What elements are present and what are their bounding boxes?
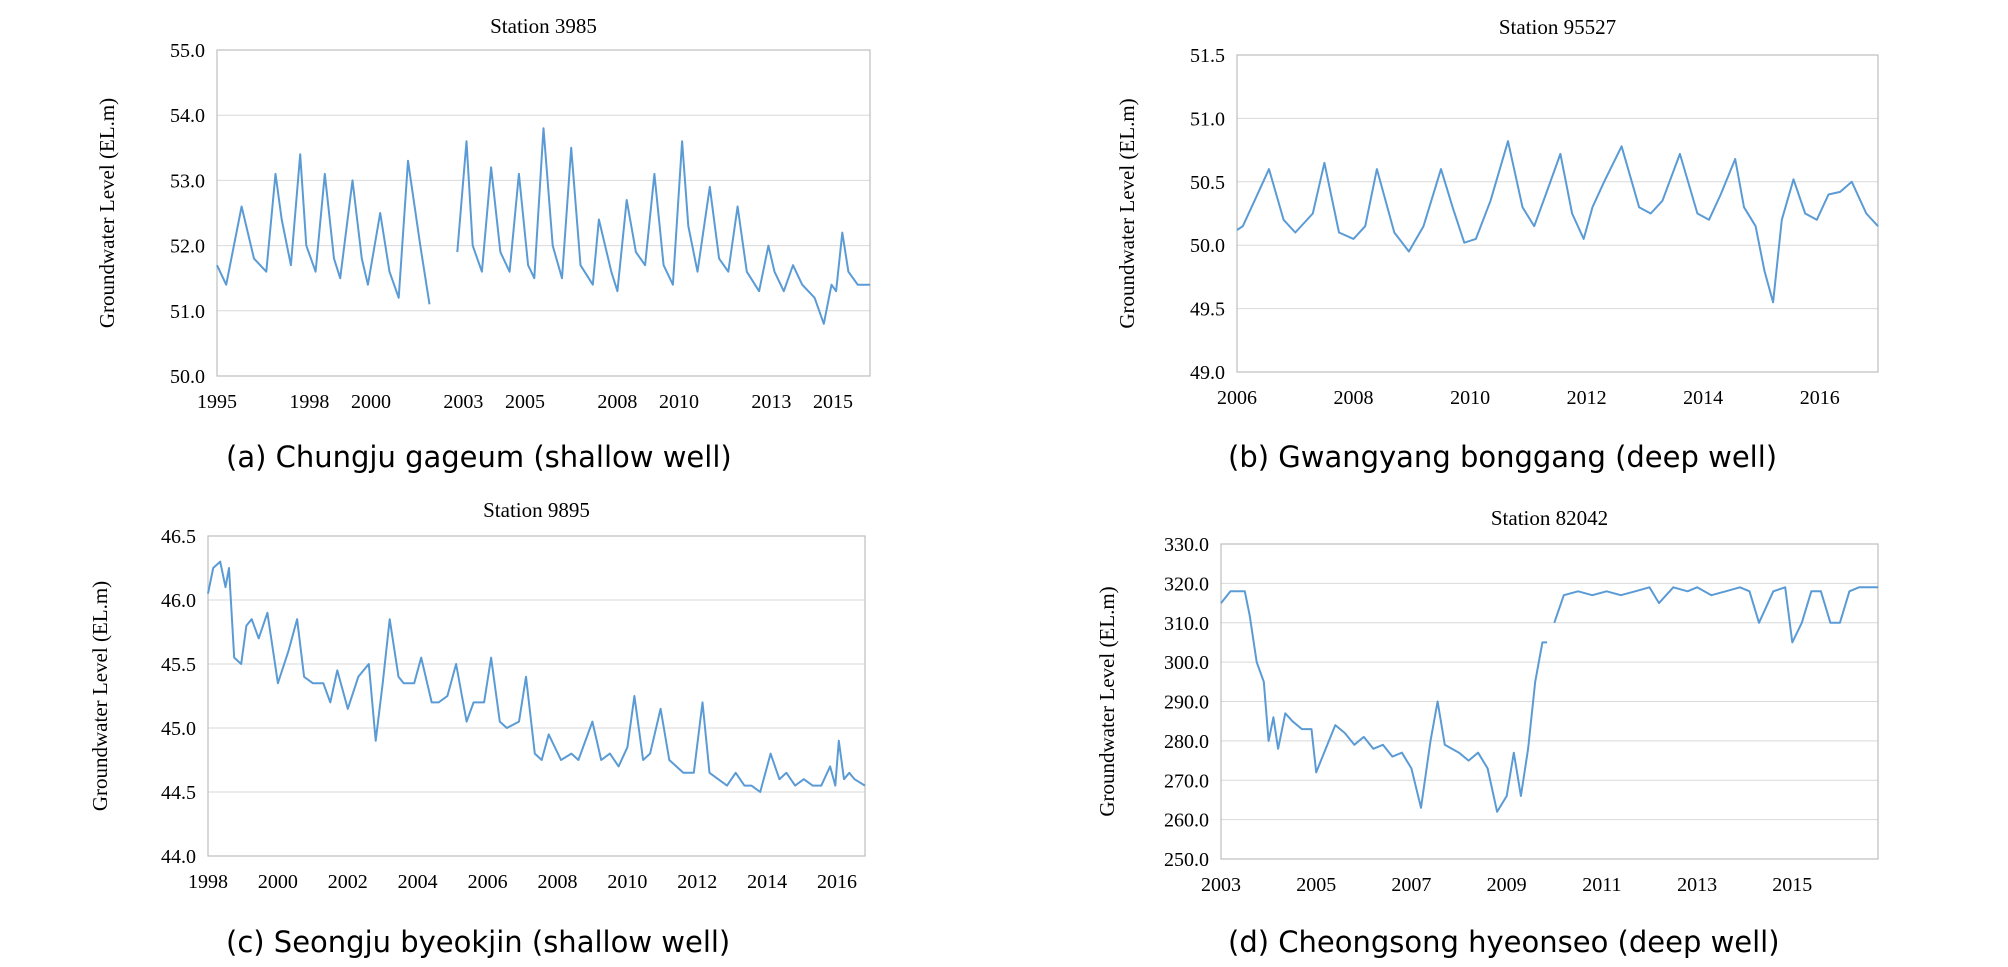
x-tick-label: 2015 [1772,874,1812,896]
plot-frame [216,49,871,377]
x-tick-label: 2010 [659,391,699,413]
caption-b: (b) Gwangyang bonggang (deep well) [1228,440,1778,474]
y-tick-label: 300.0 [1164,652,1209,674]
y-tick-label: 280.0 [1164,731,1209,753]
y-tick-label: 44.0 [161,846,196,868]
caption-d: (d) Cheongsong hyeonseo (deep well) [1228,925,1780,959]
y-tick-label: 55.0 [170,40,205,62]
x-tick-label: 2014 [1683,387,1723,409]
series-line [1236,140,1879,304]
series-line [456,127,870,325]
plot-frame [207,535,866,857]
chart-title: Station 9895 [483,498,590,522]
y-tick-label: 46.0 [161,590,196,612]
x-tick-label: 1998 [188,871,228,893]
x-tick-label: 2003 [443,391,483,413]
series-line [216,153,431,305]
y-tick-label: 260.0 [1164,810,1209,832]
x-tick-label: 2000 [258,871,298,893]
x-tick-label: 2012 [677,871,717,893]
x-tick-label: 2008 [597,391,637,413]
x-tick-label: 2003 [1201,874,1241,896]
caption-a: (a) Chungju gageum (shallow well) [226,440,732,474]
y-tick-label: 54.0 [170,105,205,127]
chart-title: Station 95527 [1499,15,1616,39]
y-axis-label: Groundwater Level (EL.m) [1095,586,1119,816]
y-tick-label: 50.0 [170,366,205,388]
chart-panel-c: 44.0 44.5 45.0 45.5 46.0 46.5 1998 2000 2002 2004… [0,484,1004,967]
y-tick-label: 310.0 [1164,613,1209,635]
x-tick-label: 2013 [751,391,791,413]
chart-panel-b: 49.0 49.5 50.0 50.5 51.0 51.5 2006 2008 2010 2012… [1004,0,2008,484]
x-tick-label: 2013 [1677,874,1717,896]
plot-frame [1236,54,1879,373]
chart-panel-a: 50.0 51.0 52.0 53.0 54.0 55.0 1995 1998 2000 2003… [0,0,1004,484]
x-tick-label: 2009 [1487,874,1527,896]
x-tick-label: 2010 [607,871,647,893]
chart-d-svg: 250.0 260.0 270.0 280.0 290.0 300.0 310.0 320.0… [1095,506,1879,896]
y-tick-label: 51.0 [170,301,205,323]
x-tick-label: 2016 [1800,387,1840,409]
chart-c-svg: 44.0 44.5 45.0 45.5 46.0 46.5 1998 2000 2002 2004… [88,498,866,893]
x-tick-label: 1995 [197,391,237,413]
plot-frame [1220,543,1879,860]
x-tick-label: 2006 [468,871,508,893]
x-tick-label: 2012 [1567,387,1607,409]
y-tick-label: 53.0 [170,170,205,192]
x-tick-label: 2008 [537,871,577,893]
x-tick-label: 2014 [747,871,787,893]
y-tick-label: 320.0 [1164,573,1209,595]
x-tick-label: 2000 [351,391,391,413]
y-tick-label: 270.0 [1164,770,1209,792]
x-tick-label: 2004 [398,871,438,893]
y-tick-label: 50.0 [1190,235,1225,257]
x-tick-label: 2002 [328,871,368,893]
y-tick-label: 49.0 [1190,362,1225,384]
y-tick-label: 330.0 [1164,534,1209,556]
y-axis-label: Groundwater Level (EL.m) [95,98,119,328]
x-tick-label: 2008 [1334,387,1374,409]
series-line [207,560,866,793]
y-tick-label: 45.0 [161,718,196,740]
caption-c: (c) Seongju byeokjin (shallow well) [226,925,731,959]
series-line [1220,590,1548,813]
y-axis-label: Groundwater Level (EL.m) [88,581,112,811]
y-axis-label: Groundwater Level (EL.m) [1115,98,1139,328]
series-line [1553,586,1878,644]
x-tick-label: 2005 [1296,874,1336,896]
x-tick-label: 2007 [1391,874,1431,896]
chart-panel-d: 250.0 260.0 270.0 280.0 290.0 300.0 310.0 320.0… [1004,484,2008,967]
x-tick-label: 2016 [817,871,857,893]
y-tick-label: 290.0 [1164,692,1209,714]
y-tick-label: 52.0 [170,236,205,258]
chart-title: Station 3985 [490,14,597,38]
x-tick-label: 2011 [1582,874,1621,896]
x-tick-label: 1998 [289,391,329,413]
y-tick-label: 45.5 [161,654,196,676]
x-tick-label: 2006 [1217,387,1257,409]
y-tick-label: 50.5 [1190,172,1225,194]
y-tick-label: 250.0 [1164,849,1209,871]
x-tick-label: 2005 [505,391,545,413]
chart-title: Station 82042 [1491,506,1608,530]
y-tick-label: 44.5 [161,782,196,804]
x-tick-label: 2015 [813,391,853,413]
chart-b-svg: 49.0 49.5 50.0 50.5 51.0 51.5 2006 2008 2010 2012… [1115,15,1879,409]
y-tick-label: 51.5 [1190,45,1225,67]
y-tick-label: 46.5 [161,526,196,548]
y-tick-label: 51.0 [1190,108,1225,130]
x-tick-label: 2010 [1450,387,1490,409]
chart-a-svg: 50.0 51.0 52.0 53.0 54.0 55.0 1995 1998 2000 2003… [95,14,871,413]
y-tick-label: 49.5 [1190,299,1225,321]
